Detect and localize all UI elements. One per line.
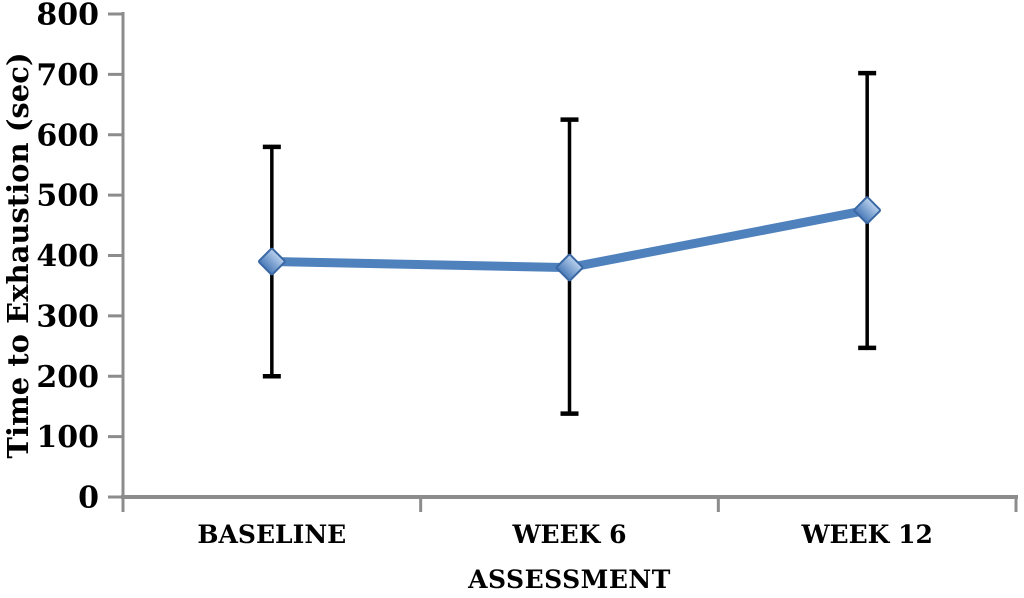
y-tick-label: 300 (36, 299, 99, 334)
y-tick-label: 600 (36, 118, 99, 153)
marker-diamond (555, 253, 584, 282)
x-axis-title: ASSESSMENT (467, 565, 671, 594)
marker-diamond (258, 247, 286, 276)
y-axis-title: Time to Exhaustion (sec) (1, 52, 35, 458)
y-tick-label: 400 (36, 239, 99, 274)
marker-diamond (853, 196, 881, 225)
x-category-label: WEEK 12 (800, 520, 932, 549)
y-tick-label: 0 (78, 481, 99, 516)
y-tick-label: 700 (36, 58, 99, 93)
y-tick-label: 500 (36, 179, 99, 214)
y-tick-label: 800 (36, 0, 99, 33)
x-category-label: BASELINE (197, 520, 346, 549)
x-category-label: WEEK 6 (511, 520, 626, 549)
y-tick-label: 100 (36, 420, 99, 455)
y-tick-label: 200 (36, 360, 99, 395)
